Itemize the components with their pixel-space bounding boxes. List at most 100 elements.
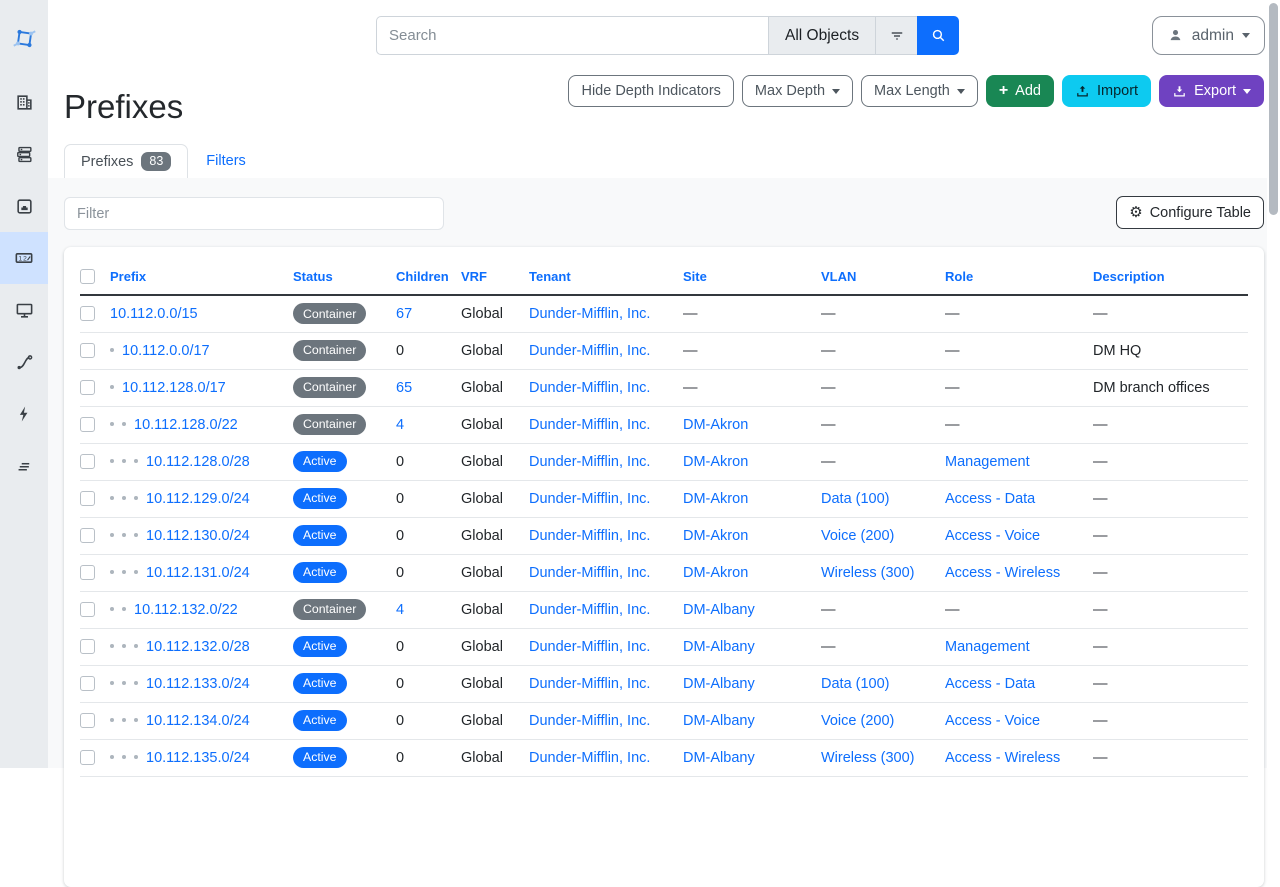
tenant-link[interactable]: Dunder-Mifflin, Inc.	[529, 601, 651, 618]
vlan-link[interactable]: Data (100)	[821, 490, 890, 507]
role-link[interactable]: Access - Wireless	[945, 564, 1061, 581]
column-header-description[interactable]: Description	[1093, 263, 1248, 297]
sidebar-item-virtualization[interactable]	[0, 284, 48, 336]
netbox-logo[interactable]	[0, 0, 48, 76]
configure-table-button[interactable]: ⚙ Configure Table	[1116, 196, 1264, 229]
tenant-link[interactable]: Dunder-Mifflin, Inc.	[529, 305, 651, 322]
tenant-link[interactable]: Dunder-Mifflin, Inc.	[529, 453, 651, 470]
site-link[interactable]: DM-Albany	[683, 638, 755, 655]
row-checkbox[interactable]	[80, 454, 95, 470]
children-count-link[interactable]: 65	[396, 379, 413, 396]
sidebar-item-connections[interactable]	[0, 180, 48, 232]
column-header-status[interactable]: Status	[293, 263, 396, 297]
export-button[interactable]: Export	[1159, 75, 1264, 107]
row-checkbox[interactable]	[80, 306, 95, 322]
prefix-link[interactable]: 10.112.135.0/24	[146, 749, 250, 766]
row-checkbox[interactable]	[80, 565, 95, 581]
prefix-link[interactable]: 10.112.128.0/17	[122, 379, 226, 396]
table-filter-input[interactable]	[64, 197, 444, 230]
prefix-link[interactable]: 10.112.132.0/22	[134, 601, 238, 618]
search-input[interactable]	[376, 16, 768, 55]
tab-prefixes[interactable]: Prefixes 83	[64, 144, 189, 178]
role-link[interactable]: Access - Wireless	[945, 749, 1061, 766]
site-link[interactable]: DM-Albany	[683, 749, 755, 766]
sidebar-item-provider-networks[interactable]	[0, 440, 48, 492]
tab-filters[interactable]: Filters	[188, 144, 263, 178]
tenant-link[interactable]: Dunder-Mifflin, Inc.	[529, 416, 651, 433]
row-checkbox[interactable]	[80, 528, 95, 544]
user-menu-button[interactable]: admin	[1151, 16, 1265, 55]
prefix-link[interactable]: 10.112.0.0/15	[110, 305, 198, 322]
column-header-vlan[interactable]: VLAN	[821, 263, 945, 297]
row-checkbox[interactable]	[80, 713, 95, 729]
column-header-vrf[interactable]: VRF	[461, 263, 529, 297]
search-submit-button[interactable]	[917, 16, 960, 55]
tenant-link[interactable]: Dunder-Mifflin, Inc.	[529, 638, 651, 655]
row-checkbox[interactable]	[80, 417, 95, 433]
tenant-link[interactable]: Dunder-Mifflin, Inc.	[529, 342, 651, 359]
site-link[interactable]: DM-Albany	[683, 712, 755, 729]
site-link[interactable]: DM-Akron	[683, 416, 749, 433]
prefix-link[interactable]: 10.112.134.0/24	[146, 712, 250, 729]
sidebar-item-ipam[interactable]: 1 2	[0, 232, 48, 284]
role-link[interactable]: Access - Voice	[945, 527, 1041, 544]
row-checkbox[interactable]	[80, 750, 95, 766]
site-link[interactable]: DM-Akron	[683, 453, 749, 470]
tenant-link[interactable]: Dunder-Mifflin, Inc.	[529, 675, 651, 692]
search-scope-button[interactable]: All Objects	[768, 16, 876, 55]
children-count-link[interactable]: 4	[396, 416, 405, 433]
role-link[interactable]: Management	[945, 453, 1030, 470]
column-header-children[interactable]: Children	[396, 263, 461, 297]
vlan-link[interactable]: Wireless (300)	[821, 564, 915, 581]
prefix-link[interactable]: 10.112.129.0/24	[146, 490, 250, 507]
row-checkbox[interactable]	[80, 343, 95, 359]
site-link[interactable]: DM-Akron	[683, 527, 749, 544]
prefix-link[interactable]: 10.112.0.0/17	[122, 342, 210, 359]
role-link[interactable]: Access - Data	[945, 675, 1036, 692]
import-button[interactable]: Import	[1061, 75, 1152, 107]
row-checkbox[interactable]	[80, 602, 95, 618]
role-link[interactable]: Management	[945, 638, 1030, 655]
max-length-dropdown[interactable]: Max Length	[861, 75, 978, 107]
column-header-site[interactable]: Site	[683, 263, 821, 297]
tenant-link[interactable]: Dunder-Mifflin, Inc.	[529, 564, 651, 581]
vlan-link[interactable]: Voice (200)	[821, 527, 895, 544]
row-checkbox[interactable]	[80, 639, 95, 655]
tenant-link[interactable]: Dunder-Mifflin, Inc.	[529, 749, 651, 766]
prefix-link[interactable]: 10.112.132.0/28	[146, 638, 250, 655]
prefix-link[interactable]: 10.112.130.0/24	[146, 527, 250, 544]
site-link[interactable]: DM-Albany	[683, 675, 755, 692]
role-link[interactable]: Access - Data	[945, 490, 1036, 507]
row-checkbox[interactable]	[80, 676, 95, 692]
sidebar-item-circuits[interactable]	[0, 336, 48, 388]
vlan-link[interactable]: Data (100)	[821, 675, 890, 692]
add-button[interactable]: + Add	[985, 75, 1054, 107]
hide-depth-indicators-button[interactable]: Hide Depth Indicators	[568, 75, 734, 107]
tenant-link[interactable]: Dunder-Mifflin, Inc.	[529, 712, 651, 729]
prefix-link[interactable]: 10.112.128.0/22	[134, 416, 238, 433]
search-filter-button[interactable]	[875, 16, 918, 55]
column-header-prefix[interactable]: Prefix	[110, 263, 293, 297]
vlan-link[interactable]: Voice (200)	[821, 712, 895, 729]
row-checkbox[interactable]	[80, 380, 95, 396]
sidebar-item-organization[interactable]	[0, 76, 48, 128]
children-count-link[interactable]: 67	[396, 305, 413, 322]
tenant-link[interactable]: Dunder-Mifflin, Inc.	[529, 527, 651, 544]
row-checkbox[interactable]	[80, 491, 95, 507]
prefix-link[interactable]: 10.112.131.0/24	[146, 564, 250, 581]
max-depth-dropdown[interactable]: Max Depth	[741, 75, 854, 107]
page-scrollbar-thumb[interactable]	[1269, 3, 1278, 215]
sidebar-item-power[interactable]	[0, 388, 48, 440]
site-link[interactable]: DM-Albany	[683, 601, 755, 618]
tenant-link[interactable]: Dunder-Mifflin, Inc.	[529, 490, 651, 507]
prefix-link[interactable]: 10.112.128.0/28	[146, 453, 250, 470]
site-link[interactable]: DM-Akron	[683, 564, 749, 581]
role-link[interactable]: Access - Voice	[945, 712, 1041, 729]
site-link[interactable]: DM-Akron	[683, 490, 749, 507]
vlan-link[interactable]: Wireless (300)	[821, 749, 915, 766]
column-header-role[interactable]: Role	[945, 263, 1093, 297]
column-header-tenant[interactable]: Tenant	[529, 263, 683, 297]
prefix-link[interactable]: 10.112.133.0/24	[146, 675, 250, 692]
select-all-checkbox[interactable]	[80, 269, 95, 285]
sidebar-item-devices[interactable]	[0, 128, 48, 180]
